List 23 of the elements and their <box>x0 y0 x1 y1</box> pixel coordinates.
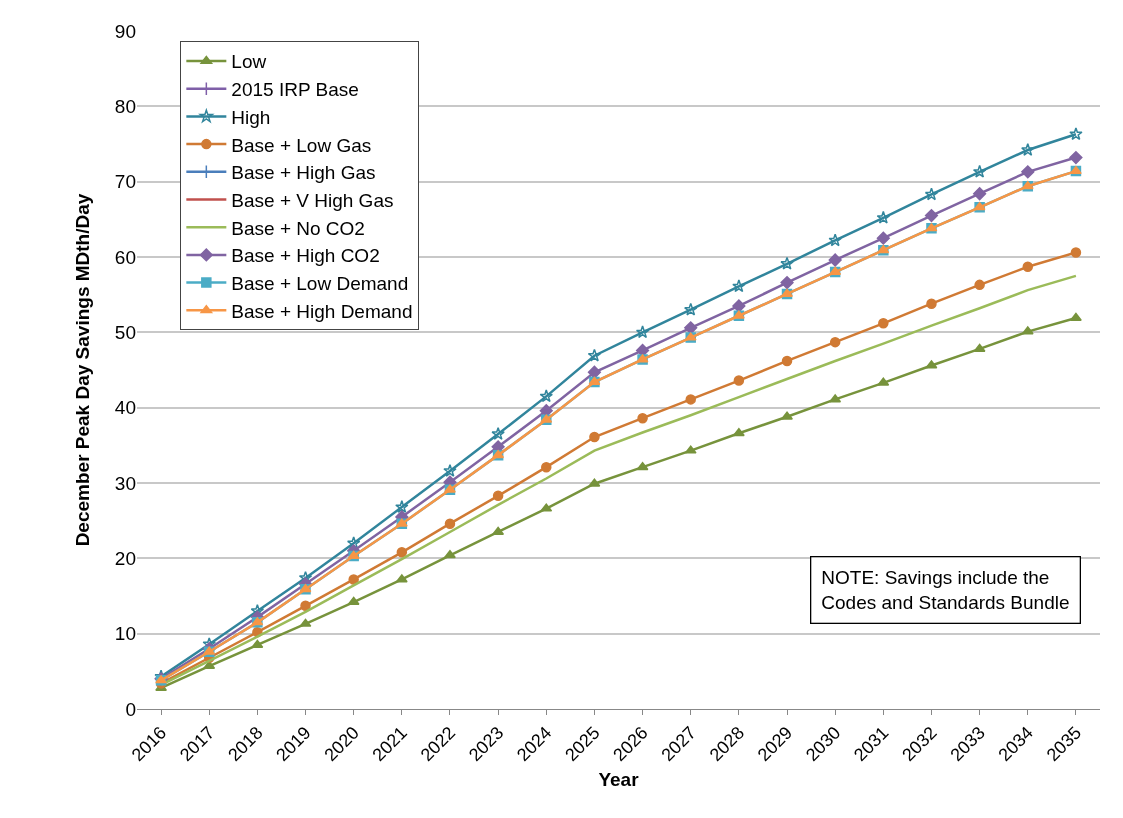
x-axis-title: Year <box>598 768 640 790</box>
legend-label: Low <box>231 51 267 73</box>
annotation: NOTE: Savings include the Codes and Standards Bundle <box>821 567 1070 613</box>
y-tick-label: 50 <box>114 321 136 343</box>
y-tick-label: 60 <box>114 246 136 268</box>
legend-label: Base + Low Demand <box>231 273 409 295</box>
legend-label: Base + High Demand <box>231 300 413 322</box>
legend-label: High <box>231 106 271 128</box>
legend-label: Base + High Gas <box>231 162 376 184</box>
legend-label: Base + High CO2 <box>231 245 380 267</box>
y-tick-label: 0 <box>125 698 136 720</box>
y-axis-title: December Peak Day Savings MDth/Day <box>71 193 93 547</box>
y-tick-label: 10 <box>114 623 136 645</box>
legend-label: Base + No CO2 <box>231 217 365 239</box>
y-tick-label: 70 <box>114 171 136 193</box>
legend-label: Base + Low Gas <box>231 134 372 156</box>
y-tick-label: 40 <box>114 397 136 419</box>
legend-label: Base + V High Gas <box>231 189 394 211</box>
y-tick-label: 30 <box>114 472 136 494</box>
y-tick-label: 90 <box>114 20 136 42</box>
y-tick-label: 20 <box>114 547 136 569</box>
legend-label: 2015 IRP Base <box>231 79 359 101</box>
y-tick-label: 80 <box>114 95 136 117</box>
